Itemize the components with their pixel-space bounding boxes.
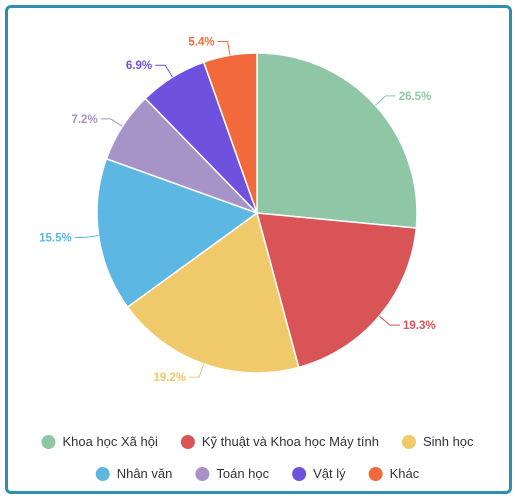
legend-label-vat-ly: Vật lý (313, 466, 346, 481)
legend-marker-toan-hoc (195, 467, 210, 481)
legend-label-khac: Khác (390, 466, 420, 481)
legend-label-ky-thuat-va-khoa-hoc-may-tinh: Kỹ thuật và Khoa học Máy tính (202, 434, 379, 449)
pie-slice-khoa-hoc-xa-hoi[interactable] (256, 52, 418, 229)
pie-slice-sinh-hoc[interactable] (126, 211, 300, 374)
legend-marker-sinh-hoc (401, 435, 416, 449)
data-label-ky-thuat-va-khoa-hoc-may-tinh: 19.3% (403, 320, 436, 332)
leader-line-khoa-hoc-xa-hoi (375, 95, 396, 106)
legend-marker-khoa-hoc-xa-hoi (41, 435, 56, 449)
legend-marker-ky-thuat-va-khoa-hoc-may-tinh (180, 435, 195, 449)
leader-line-nhan-van (74, 235, 99, 239)
leader-line-ky-thuat-va-khoa-hoc-may-tinh (378, 315, 401, 326)
legend-marker-khac (368, 467, 383, 481)
data-label-vat-ly: 6.9% (126, 60, 152, 72)
data-label-toan-hoc: 7.2% (71, 114, 97, 126)
legend-item-toan-hoc[interactable]: Toán học (195, 466, 270, 481)
leader-line-toan-hoc (100, 118, 123, 127)
legend: Khoa học Xã hội Kỹ thuật và Khoa học Máy … (41, 434, 474, 481)
legend-label-khoa-hoc-xa-hoi: Khoa học Xã hội (62, 434, 158, 449)
legend-item-ky-thuat-va-khoa-hoc-may-tinh[interactable]: Kỹ thuật và Khoa học Máy tính (180, 434, 379, 449)
pie-slice-khac[interactable] (202, 52, 258, 214)
legend-marker-vat-ly (292, 467, 307, 481)
data-label-sinh-hoc: 19.2% (153, 372, 186, 384)
pie-labels: 26.5% 19.3% 19.2% 15.5% 7.2% 6.9% 5.4% (39, 36, 436, 384)
data-label-khac: 5.4% (188, 36, 214, 48)
legend-item-vat-ly[interactable]: Vật lý (292, 466, 346, 481)
leader-line-sinh-hoc (189, 363, 205, 378)
legend-label-toan-hoc: Toán học (216, 466, 269, 481)
legend-label-sinh-hoc: Sinh học (423, 434, 474, 449)
data-label-khoa-hoc-xa-hoi: 26.5% (399, 91, 432, 103)
pie-slices (96, 52, 418, 374)
legend-item-khac[interactable]: Khác (368, 466, 420, 481)
pie-slice-ky-thuat-va-khoa-hoc-may-tinh[interactable] (255, 212, 418, 369)
leader-line-khac (217, 40, 231, 56)
legend-marker-nhan-van (95, 467, 110, 481)
pie-slice-nhan-van[interactable] (96, 157, 259, 309)
data-label-nhan-van: 15.5% (39, 233, 72, 245)
leader-line-vat-ly (155, 64, 173, 78)
legend-label-nhan-van: Nhân văn (117, 466, 173, 481)
legend-item-sinh-hoc[interactable]: Sinh học (401, 434, 474, 449)
legend-item-khoa-hoc-xa-hoi[interactable]: Khoa học Xã hội (41, 434, 158, 449)
legend-item-nhan-van[interactable]: Nhân văn (95, 466, 173, 481)
